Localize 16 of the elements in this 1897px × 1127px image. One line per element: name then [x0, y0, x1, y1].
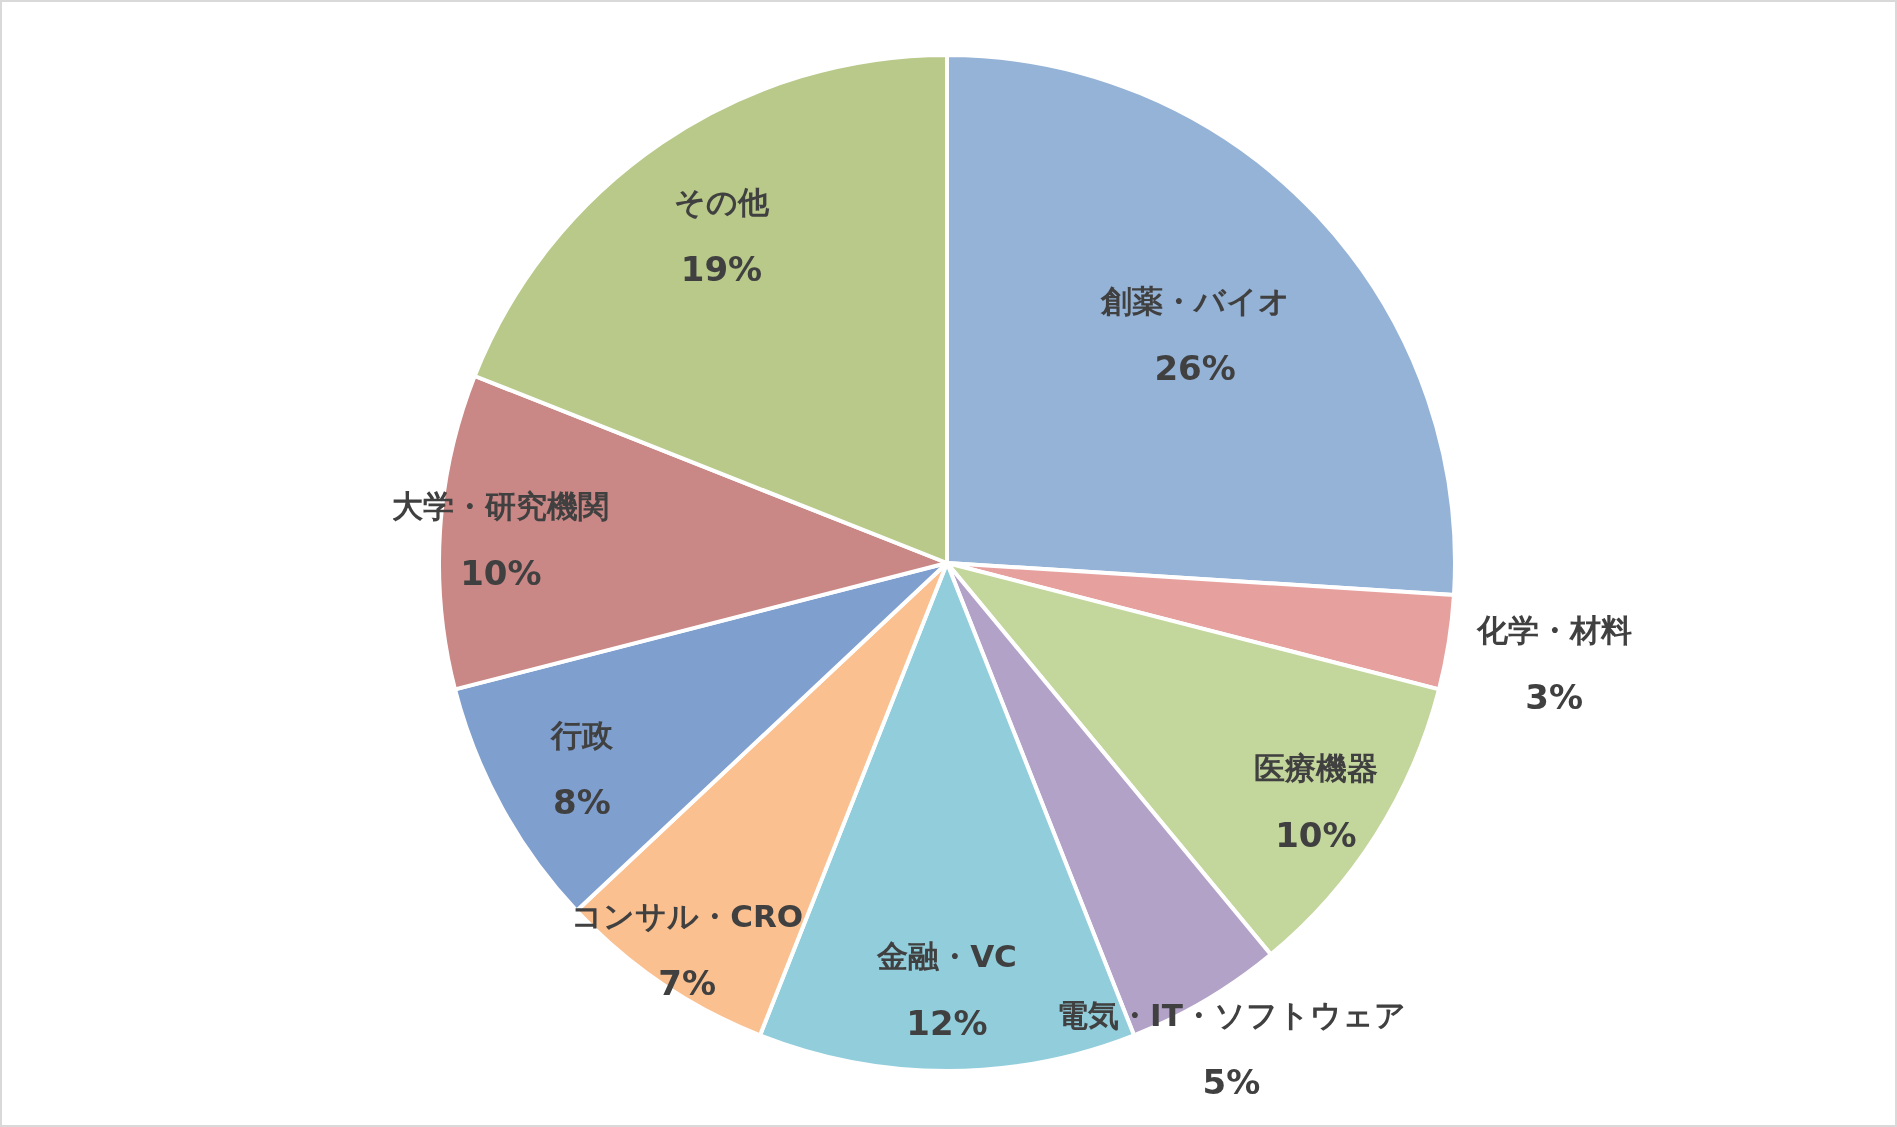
data-label: 3%	[1525, 677, 1583, 718]
data-label: 10%	[1275, 815, 1357, 856]
slice-label: その他	[673, 184, 770, 221]
data-label: 10%	[460, 552, 542, 593]
data-label: 19%	[680, 249, 763, 290]
slice-label: 金融・VC	[876, 937, 1017, 974]
slice-label: 創薬・バイオ	[1099, 283, 1290, 320]
data-label: 26%	[1154, 348, 1236, 389]
data-label: 7%	[658, 963, 717, 1004]
data-label: 8%	[553, 781, 611, 822]
slice-label: 医療機器	[1253, 750, 1378, 787]
data-label: 5%	[1202, 1061, 1261, 1102]
slice-label: 化学・材料	[1475, 612, 1632, 649]
data-label: 12%	[906, 1002, 988, 1043]
slice-label: コンサル・CRO	[571, 898, 804, 935]
slice-label: 行政	[549, 716, 614, 753]
